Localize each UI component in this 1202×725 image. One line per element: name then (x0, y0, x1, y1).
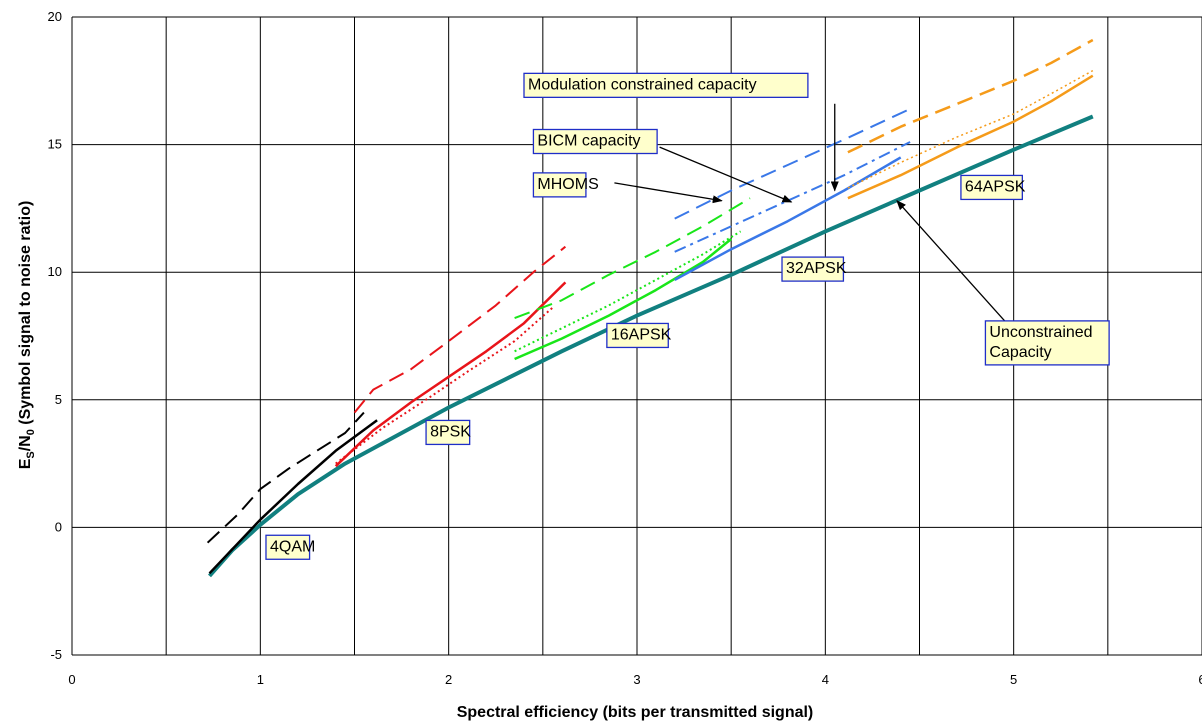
annotation-label: Capacity (989, 344, 1051, 361)
annotation-label: Unconstrained (989, 324, 1092, 341)
x-tick-label: 3 (633, 672, 640, 687)
series-group (206, 38, 1094, 578)
x-tick-label: 0 (68, 672, 75, 687)
series-line-psk8-dotted (335, 307, 553, 465)
annotation-label: 8PSK (430, 423, 471, 440)
annotations: Modulation constrained capacity BICM capa… (265, 72, 1110, 560)
y-tick-label: 20 (48, 9, 62, 24)
series-line-apsk32-dashed (674, 107, 911, 220)
annotation-box (532, 128, 658, 155)
annotation-arrow (659, 146, 793, 203)
series-line-apsk64-dotted (847, 69, 1094, 189)
x-tick-label: 5 (1010, 672, 1017, 687)
annotation-arrow (896, 199, 1015, 332)
series-line-qam4-dashed (206, 411, 365, 544)
series-line-qam4-solid (208, 419, 378, 575)
annotation-box (960, 174, 1023, 201)
y-tick-label: 10 (48, 264, 62, 279)
series-line-apsk16-dotted (514, 230, 742, 353)
series-line-apsk64-dashed (847, 38, 1094, 154)
annotation-box (523, 72, 809, 99)
series-line-apsk32-solid (674, 156, 902, 281)
series-line-apsk64-solid (847, 74, 1094, 200)
y-axis-label: ES/N0 (Symbol signal to noise ratio) (17, 201, 37, 470)
annotation-label: 16APSK (611, 326, 672, 343)
annotation-box (425, 419, 471, 446)
annotation-arrow (614, 182, 723, 204)
annotation-label: BICM capacity (537, 132, 640, 149)
x-tick-label: 1 (257, 672, 264, 687)
annotation-label: 4QAM (270, 538, 315, 555)
y-tick-label: 15 (48, 137, 62, 152)
series-line-apsk16-solid (514, 238, 732, 361)
annotation-label: 64APSK (965, 178, 1026, 195)
x-tick-label: 4 (822, 672, 829, 687)
series-line-psk8-dashed (353, 245, 567, 414)
annotation-box (781, 256, 845, 282)
annotation-box (265, 534, 311, 560)
axes: -5 0 5 10 15 20 0 1 2 3 4 5 6 (48, 9, 1202, 687)
annotation-label: MHOMS (537, 176, 598, 193)
annotation-label: 32APSK (786, 260, 847, 277)
x-tick-label: 2 (445, 672, 452, 687)
series-line-psk8-solid (334, 281, 567, 468)
y-tick-label: 5 (55, 392, 62, 407)
y-tick-label: 0 (55, 519, 62, 534)
series-line-apsk16-dashed (514, 197, 751, 320)
annotation-box (532, 172, 587, 198)
x-tick-label: 6 (1198, 672, 1202, 687)
annotation-box (606, 322, 669, 349)
annotation-label: Modulation constrained capacity (528, 76, 757, 93)
y-tick-label: -5 (50, 647, 62, 662)
annotation-box (984, 320, 1110, 366)
series-line-unconstrained-solid (208, 114, 1094, 578)
series-line-apsk32-dashdot (674, 141, 911, 253)
x-axis-label: Spectral efficiency (bits per transmitte… (457, 704, 814, 721)
